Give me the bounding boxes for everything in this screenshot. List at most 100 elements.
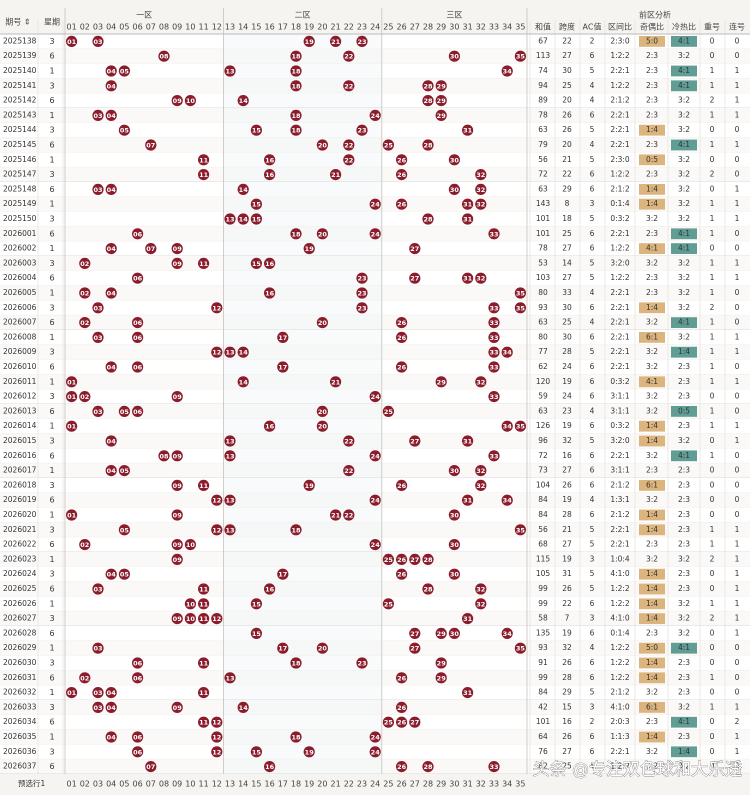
issue: 2025139 [3, 51, 37, 60]
stat: 115 [536, 554, 551, 563]
ball-number: 33 [489, 304, 498, 312]
ball [198, 583, 210, 595]
ball-number: 18 [291, 230, 301, 238]
footer-number: 01 [67, 780, 77, 789]
ball-number: 04 [107, 364, 117, 372]
ball-number: 31 [463, 275, 473, 283]
stat: 0 [735, 673, 740, 682]
stat-highlight [639, 302, 665, 314]
stat: 30 [562, 66, 572, 75]
ball [105, 287, 117, 299]
ball [92, 405, 104, 417]
ball [211, 494, 223, 506]
ball [475, 479, 487, 491]
ball [264, 420, 276, 432]
weekday: 6 [49, 141, 54, 150]
stat: 103 [536, 273, 551, 282]
ball-number: 09 [173, 393, 183, 401]
stat-highlight [671, 243, 697, 254]
ball-number: 12 [212, 497, 221, 505]
weekday: 1 [49, 644, 54, 653]
ball-number: 04 [107, 704, 117, 712]
stat: 27 [562, 244, 572, 253]
stat: 7 [565, 614, 570, 623]
stat: 2:3 [678, 510, 690, 519]
ball-number: 20 [318, 142, 328, 150]
stat-highlight [639, 36, 665, 47]
ball [118, 65, 130, 77]
footer-number: 12 [212, 780, 222, 789]
stat: 22 [562, 36, 572, 45]
stat: 99 [538, 599, 548, 608]
footer-number: 31 [463, 780, 473, 789]
stat: 6:1 [646, 702, 658, 711]
zone-bg [223, 241, 382, 256]
issue: 2025149 [3, 199, 37, 208]
ball [422, 213, 434, 225]
ball [396, 154, 408, 166]
stat: 4:1 [678, 66, 690, 75]
footer-number: 09 [172, 780, 182, 789]
issue-header[interactable]: 期号 ⇕ [5, 18, 30, 27]
ball-number: 13 [225, 674, 234, 682]
ball [448, 509, 460, 521]
ball [290, 109, 302, 121]
stat: 63 [538, 125, 548, 134]
ball-number: 18 [291, 112, 301, 120]
stat: 2:2:1 [610, 525, 630, 534]
ball [488, 761, 500, 773]
stat: 6 [590, 421, 595, 430]
stat: 2:3 [646, 540, 658, 549]
ball [448, 183, 460, 195]
ball-number: 06 [133, 734, 143, 742]
ball [462, 213, 474, 225]
ball-number: 04 [107, 290, 117, 298]
stat: 4:1:0 [610, 614, 630, 623]
ball [158, 450, 170, 462]
stat: 99 [538, 584, 548, 593]
ball [448, 154, 460, 166]
stat-highlight [639, 480, 665, 491]
ball [211, 613, 223, 625]
ball-number: 16 [265, 763, 275, 771]
footer-number: 17 [278, 780, 288, 789]
stat: 2 [590, 717, 595, 726]
ball-number: 06 [133, 408, 143, 416]
stat: 1 [710, 599, 715, 608]
stat: 120 [536, 377, 551, 386]
stat: 0 [710, 658, 715, 667]
ball-number: 27 [410, 245, 419, 253]
stat: 1:4 [646, 303, 658, 312]
ball [237, 183, 249, 195]
ball [448, 539, 460, 551]
stat: 89 [538, 96, 548, 105]
footer-number: 13 [225, 780, 235, 789]
stat: 1 [710, 110, 715, 119]
ball-number: 26 [397, 171, 407, 179]
number-header: 24 [370, 23, 380, 32]
ball [435, 376, 447, 388]
stat: 62 [538, 362, 548, 371]
ball [290, 80, 302, 92]
zone-bg [223, 226, 382, 242]
zone-bg [223, 463, 382, 478]
ball-number: 18 [291, 53, 301, 61]
ball-number: 02 [80, 674, 89, 682]
stat: 0 [710, 466, 715, 475]
ball-number: 18 [291, 82, 301, 90]
ball [462, 198, 474, 210]
ball-number: 34 [503, 630, 513, 638]
stat: 0 [735, 658, 740, 667]
weekday: 3 [49, 614, 54, 623]
stat: 0 [710, 480, 715, 489]
stat: 1:4 [678, 347, 690, 356]
ball-number: 04 [107, 68, 117, 76]
ball-number: 11 [199, 260, 209, 268]
number-header: 32 [476, 23, 486, 32]
ball-number: 12 [212, 349, 221, 357]
stat: 3:2 [678, 332, 690, 341]
stat: 26 [562, 480, 572, 489]
ball-number: 03 [93, 112, 102, 120]
stat: 25 [562, 762, 572, 771]
ball [132, 317, 144, 329]
